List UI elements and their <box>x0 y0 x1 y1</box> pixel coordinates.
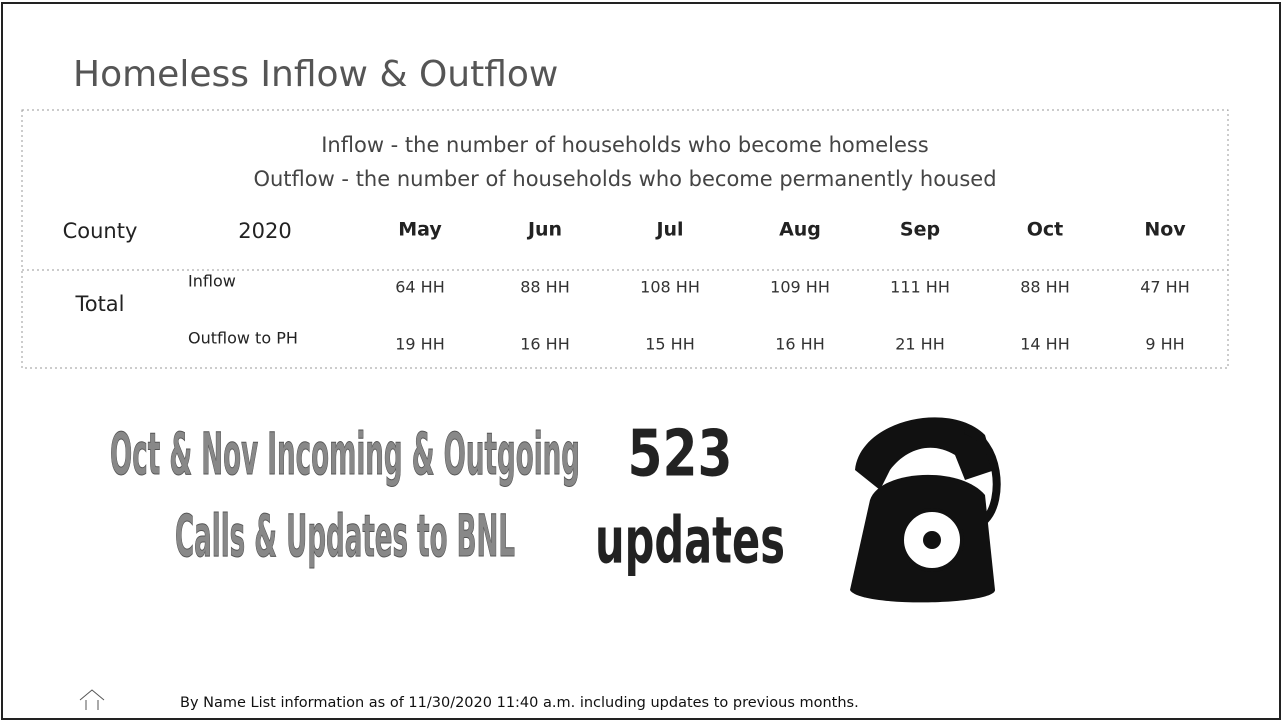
column-header: Aug <box>779 219 821 241</box>
cell: 109 HH <box>770 278 830 297</box>
cell: 108 HH <box>640 278 700 297</box>
footer-note: By Name List information as of 11/30/202… <box>180 695 859 711</box>
row-label: Inflow <box>188 272 236 291</box>
update-count: 523 <box>628 418 733 492</box>
column-header: Oct <box>1027 219 1064 241</box>
row-label: Outflow to PH <box>188 329 298 348</box>
logo <box>79 689 105 710</box>
column-header: Jun <box>526 219 562 241</box>
cell: 111 HH <box>890 278 950 297</box>
definition-line: Outflow - the number of households who b… <box>253 167 996 191</box>
definition-box <box>21 109 1229 271</box>
column-header: Sep <box>900 219 940 241</box>
cell: 9 HH <box>1145 335 1184 354</box>
cell: 15 HH <box>645 335 695 354</box>
cell: 21 HH <box>895 335 945 354</box>
column-header: County <box>63 219 138 243</box>
cell: 64 HH <box>395 278 445 297</box>
callout-line: Oct & Nov Incoming & Outgoing <box>110 420 580 488</box>
group-label: Total <box>74 292 124 316</box>
column-header: Nov <box>1144 219 1186 241</box>
cell: 16 HH <box>520 335 570 354</box>
column-header: Jul <box>654 219 683 241</box>
update-unit: updates <box>595 505 785 579</box>
cell: 19 HH <box>395 335 445 354</box>
title: Homeless Inflow & Outflow <box>73 54 558 95</box>
cell: 47 HH <box>1140 278 1190 297</box>
table-box <box>21 269 1229 369</box>
cell: 16 HH <box>775 335 825 354</box>
cell: 88 HH <box>520 278 570 297</box>
table: County 2020 May Jun Jul Aug Sep Oct Nov Total Infl… <box>63 219 1190 354</box>
phone-icon <box>850 417 1001 603</box>
column-header: 2020 <box>238 219 291 243</box>
cell: 88 HH <box>1020 278 1070 297</box>
column-header: May <box>398 219 442 241</box>
definition-line: Inflow - the number of households who be… <box>321 133 929 157</box>
cell: 14 HH <box>1020 335 1070 354</box>
callout-line: Calls & Updates to BNL <box>175 502 515 570</box>
